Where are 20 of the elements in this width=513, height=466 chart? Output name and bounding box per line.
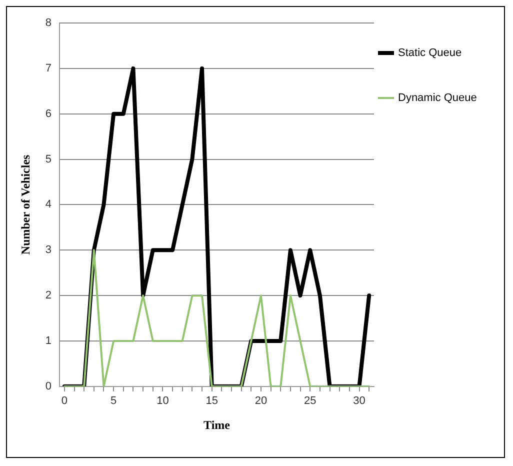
y-tick-label: 3: [45, 244, 52, 256]
legend-label: Static Queue: [398, 47, 462, 60]
y-tick-label: 4: [45, 198, 52, 211]
y-tick-label: 7: [45, 62, 52, 74]
x-tick-label: 30: [353, 395, 366, 408]
x-tick-label: 5: [110, 395, 117, 408]
x-tick-label: 0: [61, 395, 68, 408]
y-axis-title: Number of Vehicles: [18, 154, 32, 255]
legend-label: Dynamic Queue: [398, 92, 477, 104]
x-tick-label: 10: [156, 395, 169, 408]
x-tick-label: 20: [254, 395, 268, 408]
y-tick-label: 2: [45, 290, 52, 302]
x-axis-title: Time: [204, 418, 231, 432]
y-tick-label: 8: [45, 17, 52, 30]
x-tick-label: 25: [304, 395, 316, 408]
y-tick-label: 1: [45, 335, 52, 348]
y-tick-label: 6: [45, 108, 52, 120]
y-tick-label: 0: [45, 380, 52, 392]
x-tick-label: 15: [206, 395, 218, 408]
y-tick-label: 5: [45, 153, 52, 166]
